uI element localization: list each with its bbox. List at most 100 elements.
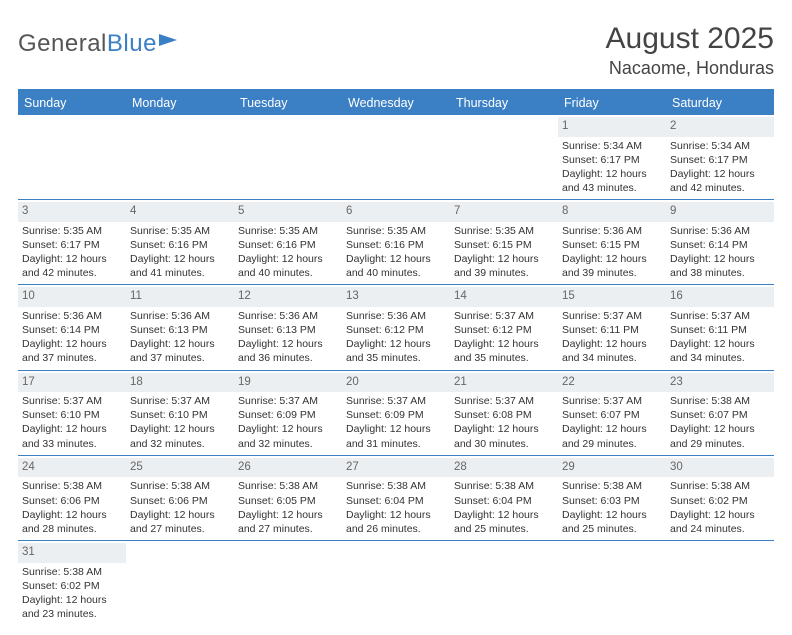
- calendar-cell: 14Sunrise: 5:37 AMSunset: 6:12 PMDayligh…: [450, 285, 558, 370]
- sunset-line: Sunset: 6:15 PM: [562, 238, 662, 252]
- sunrise-line: Sunrise: 5:38 AM: [22, 479, 122, 493]
- daylight-line-1: Daylight: 12 hours: [670, 167, 770, 181]
- sunset-line: Sunset: 6:02 PM: [670, 494, 770, 508]
- daylight-line-1: Daylight: 12 hours: [22, 593, 122, 607]
- daylight-line-1: Daylight: 12 hours: [562, 167, 662, 181]
- day-number: 20: [342, 373, 450, 393]
- sunrise-line: Sunrise: 5:34 AM: [562, 139, 662, 153]
- sunrise-line: Sunrise: 5:36 AM: [238, 309, 338, 323]
- calendar-cell: [342, 541, 450, 626]
- calendar-cell: 31Sunrise: 5:38 AMSunset: 6:02 PMDayligh…: [18, 541, 126, 626]
- sunrise-line: Sunrise: 5:35 AM: [130, 224, 230, 238]
- calendar-cell: 5Sunrise: 5:35 AMSunset: 6:16 PMDaylight…: [234, 200, 342, 285]
- calendar-cell: [450, 541, 558, 626]
- col-monday: Monday: [126, 90, 234, 115]
- flag-icon: [159, 34, 177, 46]
- col-thursday: Thursday: [450, 90, 558, 115]
- calendar-cell: [126, 115, 234, 200]
- calendar-cell: 29Sunrise: 5:38 AMSunset: 6:03 PMDayligh…: [558, 455, 666, 540]
- sunset-line: Sunset: 6:11 PM: [670, 323, 770, 337]
- daylight-line-1: Daylight: 12 hours: [238, 422, 338, 436]
- calendar-cell: 3Sunrise: 5:35 AMSunset: 6:17 PMDaylight…: [18, 200, 126, 285]
- calendar-cell: 22Sunrise: 5:37 AMSunset: 6:07 PMDayligh…: [558, 370, 666, 455]
- sunset-line: Sunset: 6:13 PM: [130, 323, 230, 337]
- calendar-cell: 4Sunrise: 5:35 AMSunset: 6:16 PMDaylight…: [126, 200, 234, 285]
- day-number: 27: [342, 458, 450, 478]
- day-number: 16: [666, 287, 774, 307]
- sunrise-line: Sunrise: 5:36 AM: [130, 309, 230, 323]
- sunrise-line: Sunrise: 5:36 AM: [22, 309, 122, 323]
- sunset-line: Sunset: 6:08 PM: [454, 408, 554, 422]
- calendar-cell: [558, 541, 666, 626]
- daylight-line-2: and 42 minutes.: [670, 181, 770, 195]
- day-number: 31: [18, 543, 126, 563]
- sunset-line: Sunset: 6:07 PM: [670, 408, 770, 422]
- sunset-line: Sunset: 6:14 PM: [670, 238, 770, 252]
- daylight-line-1: Daylight: 12 hours: [454, 422, 554, 436]
- sunrise-line: Sunrise: 5:38 AM: [670, 394, 770, 408]
- col-sunday: Sunday: [18, 90, 126, 115]
- day-number: 26: [234, 458, 342, 478]
- daylight-line-2: and 37 minutes.: [22, 351, 122, 365]
- page-subtitle: Nacaome, Honduras: [606, 58, 774, 79]
- calendar-cell: [450, 115, 558, 200]
- sunset-line: Sunset: 6:12 PM: [454, 323, 554, 337]
- calendar-week-row: 17Sunrise: 5:37 AMSunset: 6:10 PMDayligh…: [18, 370, 774, 455]
- daylight-line-2: and 28 minutes.: [22, 522, 122, 536]
- calendar-week-row: 3Sunrise: 5:35 AMSunset: 6:17 PMDaylight…: [18, 200, 774, 285]
- calendar-week-row: 1Sunrise: 5:34 AMSunset: 6:17 PMDaylight…: [18, 115, 774, 200]
- calendar-cell: 6Sunrise: 5:35 AMSunset: 6:16 PMDaylight…: [342, 200, 450, 285]
- sunset-line: Sunset: 6:06 PM: [22, 494, 122, 508]
- col-wednesday: Wednesday: [342, 90, 450, 115]
- sunrise-line: Sunrise: 5:37 AM: [346, 394, 446, 408]
- logo: GeneralBlue: [18, 22, 177, 58]
- calendar-cell: [126, 541, 234, 626]
- day-number: 8: [558, 202, 666, 222]
- day-number: 5: [234, 202, 342, 222]
- sunrise-line: Sunrise: 5:37 AM: [670, 309, 770, 323]
- sunrise-line: Sunrise: 5:38 AM: [130, 479, 230, 493]
- daylight-line-1: Daylight: 12 hours: [562, 508, 662, 522]
- daylight-line-2: and 33 minutes.: [22, 437, 122, 451]
- sunrise-line: Sunrise: 5:37 AM: [562, 394, 662, 408]
- sunset-line: Sunset: 6:12 PM: [346, 323, 446, 337]
- daylight-line-2: and 26 minutes.: [346, 522, 446, 536]
- daylight-line-1: Daylight: 12 hours: [346, 508, 446, 522]
- sunrise-line: Sunrise: 5:37 AM: [562, 309, 662, 323]
- daylight-line-1: Daylight: 12 hours: [346, 422, 446, 436]
- sunset-line: Sunset: 6:02 PM: [22, 579, 122, 593]
- sunrise-line: Sunrise: 5:36 AM: [346, 309, 446, 323]
- calendar-cell: 30Sunrise: 5:38 AMSunset: 6:02 PMDayligh…: [666, 455, 774, 540]
- daylight-line-2: and 29 minutes.: [670, 437, 770, 451]
- daylight-line-1: Daylight: 12 hours: [238, 508, 338, 522]
- daylight-line-1: Daylight: 12 hours: [22, 337, 122, 351]
- sunset-line: Sunset: 6:09 PM: [346, 408, 446, 422]
- sunrise-line: Sunrise: 5:36 AM: [670, 224, 770, 238]
- sunset-line: Sunset: 6:04 PM: [346, 494, 446, 508]
- calendar-cell: 12Sunrise: 5:36 AMSunset: 6:13 PMDayligh…: [234, 285, 342, 370]
- daylight-line-2: and 31 minutes.: [346, 437, 446, 451]
- daylight-line-1: Daylight: 12 hours: [562, 252, 662, 266]
- col-saturday: Saturday: [666, 90, 774, 115]
- daylight-line-1: Daylight: 12 hours: [238, 252, 338, 266]
- daylight-line-1: Daylight: 12 hours: [238, 337, 338, 351]
- day-number: 14: [450, 287, 558, 307]
- daylight-line-2: and 25 minutes.: [562, 522, 662, 536]
- sunrise-line: Sunrise: 5:37 AM: [454, 309, 554, 323]
- calendar-cell: 13Sunrise: 5:36 AMSunset: 6:12 PMDayligh…: [342, 285, 450, 370]
- sunrise-line: Sunrise: 5:38 AM: [346, 479, 446, 493]
- sunset-line: Sunset: 6:15 PM: [454, 238, 554, 252]
- daylight-line-2: and 38 minutes.: [670, 266, 770, 280]
- sunrise-line: Sunrise: 5:37 AM: [130, 394, 230, 408]
- sunset-line: Sunset: 6:17 PM: [562, 153, 662, 167]
- daylight-line-1: Daylight: 12 hours: [22, 252, 122, 266]
- calendar-cell: [666, 541, 774, 626]
- day-number: 30: [666, 458, 774, 478]
- daylight-line-2: and 39 minutes.: [454, 266, 554, 280]
- daylight-line-2: and 23 minutes.: [22, 607, 122, 621]
- daylight-line-2: and 34 minutes.: [670, 351, 770, 365]
- sunrise-line: Sunrise: 5:38 AM: [670, 479, 770, 493]
- day-number: 17: [18, 373, 126, 393]
- calendar-cell: 1Sunrise: 5:34 AMSunset: 6:17 PMDaylight…: [558, 115, 666, 200]
- daylight-line-2: and 43 minutes.: [562, 181, 662, 195]
